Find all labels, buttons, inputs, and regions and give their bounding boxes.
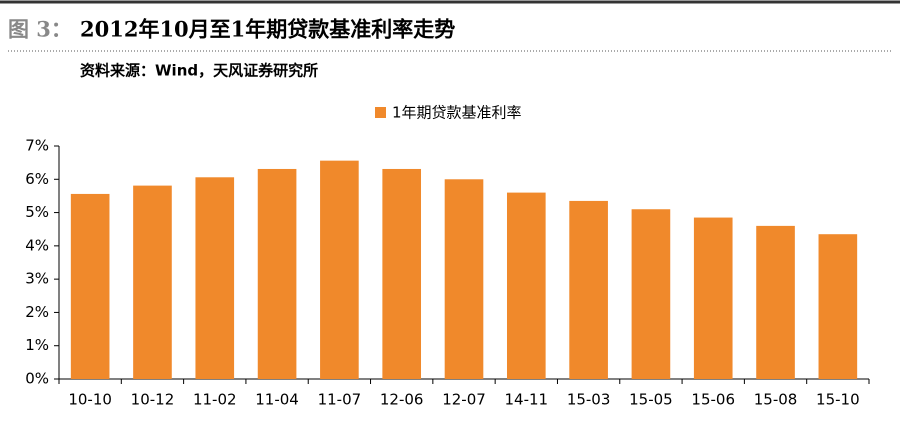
bar	[133, 185, 172, 379]
x-tick-label: 11-04	[255, 391, 299, 409]
bar	[693, 217, 733, 379]
bar	[506, 192, 546, 379]
bar	[631, 209, 671, 379]
x-tick-label: 12-06	[380, 391, 424, 409]
y-tick-label: 0%	[25, 370, 49, 388]
figure-label: 图 3：	[8, 17, 72, 42]
x-tick-label: 11-07	[318, 391, 362, 409]
y-tick-label: 3%	[25, 270, 49, 288]
x-tick-label: 10-12	[131, 391, 175, 409]
y-tick-label: 1%	[25, 336, 49, 354]
bar	[257, 168, 297, 379]
y-tick-label: 6%	[25, 170, 49, 188]
x-tick-label: 15-05	[629, 391, 673, 409]
y-tick-label: 7%	[25, 137, 49, 155]
x-tick-label: 15-03	[567, 391, 611, 409]
y-tick-label: 5%	[25, 203, 49, 221]
y-tick-label: 2%	[25, 303, 49, 321]
x-tick-label: 15-10	[816, 391, 860, 409]
x-tick-label: 11-02	[193, 391, 237, 409]
bar	[569, 200, 608, 379]
chart-title: 2012年10月至1年期贷款基准利率走势	[80, 17, 455, 42]
x-tick-label: 15-08	[754, 391, 798, 409]
x-tick-label: 10-10	[68, 391, 112, 409]
legend-swatch	[375, 107, 386, 118]
bar	[70, 193, 110, 379]
legend-label: 1年期贷款基准利率	[392, 104, 522, 122]
source: 资料来源：Wind，天风证券研究所	[80, 62, 318, 80]
bar	[195, 177, 235, 379]
bar	[756, 225, 795, 379]
bar	[320, 160, 359, 379]
y-tick-label: 4%	[25, 236, 49, 254]
x-tick-label: 15-06	[691, 391, 735, 409]
bar	[444, 179, 484, 379]
x-tick-label: 14-11	[505, 391, 549, 409]
bar	[818, 234, 858, 379]
x-tick-label: 12-07	[442, 391, 486, 409]
bar	[382, 168, 422, 379]
